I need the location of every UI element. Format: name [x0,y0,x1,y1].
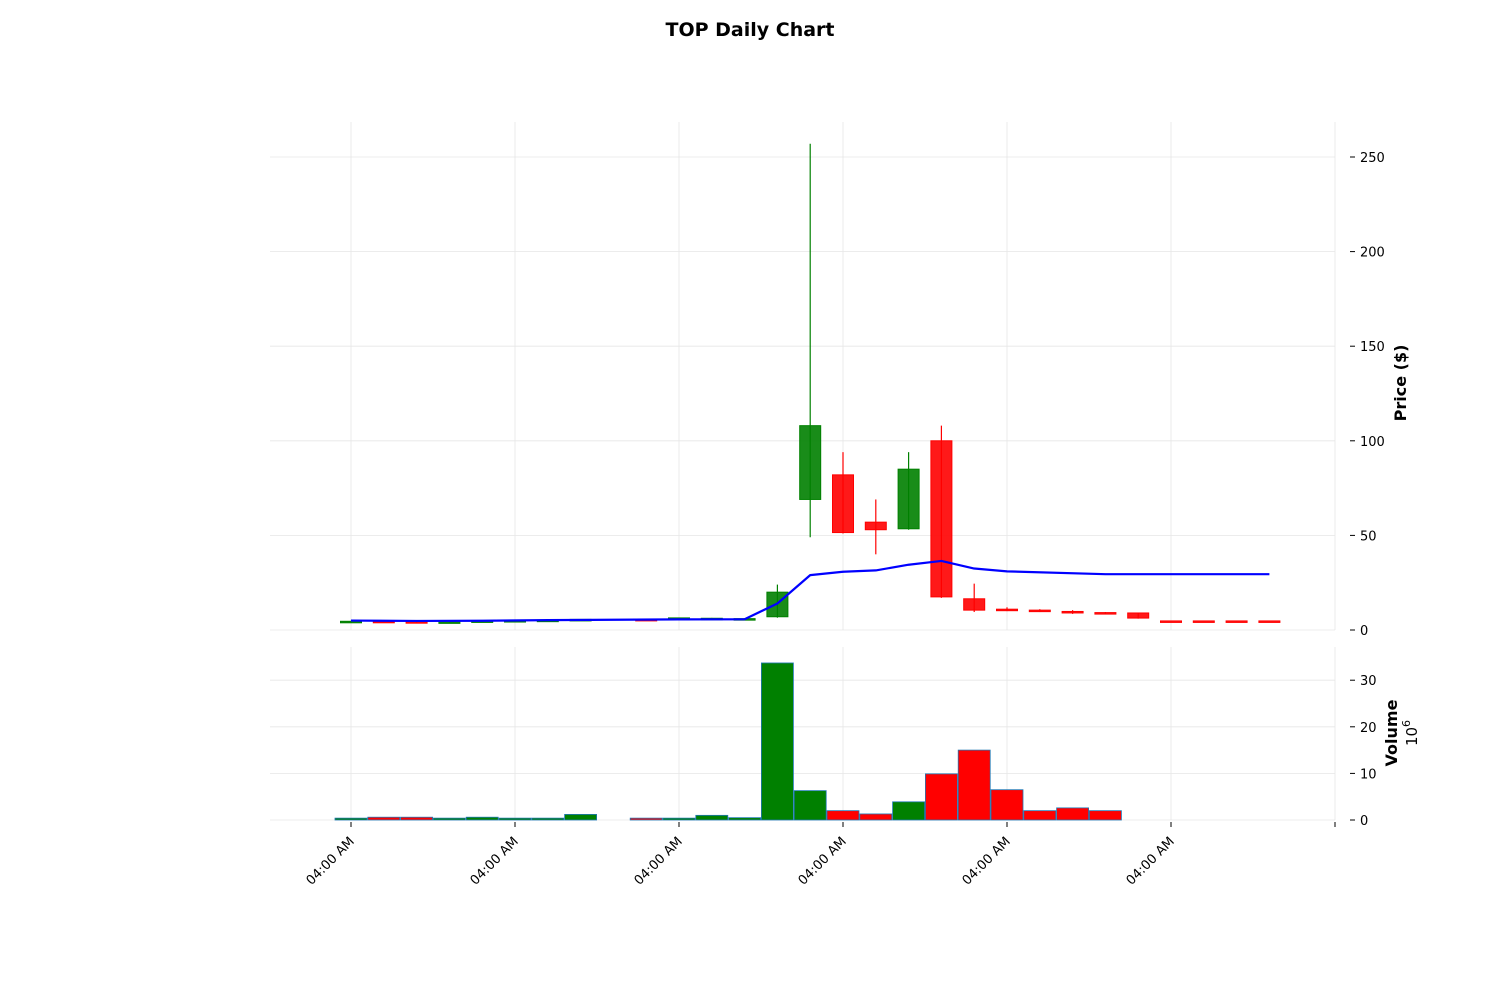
candle-body [1094,612,1117,615]
volume-bar [793,790,827,821]
x-axis: 04:00 AM 04:00 AM 04:00 AM 04:00 AM 04:00 AM… [304,822,1336,888]
candle [1127,612,1150,619]
volume-bar [367,816,401,821]
x-tick-label: 04:00 AM [468,834,522,888]
candle-body [1160,620,1182,623]
candle-body [438,621,461,624]
price-axis-label: Price ($) [1391,345,1410,422]
candle-body [1258,620,1281,623]
volume-bar [925,773,958,821]
candle [1028,609,1051,613]
candle-body [799,425,822,500]
price-axis: 0 50 100 150 200 250 [1350,151,1385,639]
candle [897,452,920,530]
candle-body [1225,620,1248,623]
x-tick-label: 04:00 AM [1124,834,1178,888]
volume-bar [465,816,499,821]
candle [1160,620,1182,623]
candle-body [1028,609,1051,613]
candle-body [930,440,953,598]
volume-tick-label: 20 [1360,721,1377,736]
candle-body [1127,612,1150,619]
candle [1258,620,1281,623]
volume-bar [761,662,794,821]
volume-bar [1056,807,1089,821]
candle [832,452,854,534]
candlesticks [340,143,1281,624]
candle-body [832,474,854,534]
candle-body [897,468,920,530]
volume-bar [990,789,1024,821]
volume-bar [432,817,466,821]
moving-average-line [350,559,1270,623]
volume-bar [662,817,696,821]
candle [930,425,953,598]
candle [1225,620,1248,623]
candle [996,607,1018,612]
volume-bar [531,817,565,821]
price-tick-label: 0 [1360,624,1368,639]
price-tick-label: 100 [1360,435,1385,450]
candle [1094,612,1117,615]
volume-bar [859,813,893,821]
candle [963,583,986,613]
x-tick-label: 04:00 AM [796,834,850,888]
volume-bar [1023,810,1057,821]
candle [1192,620,1215,623]
candle [1061,610,1084,614]
chart-title: TOP Daily Chart [665,19,834,41]
candle [766,584,789,618]
volume-bar [892,801,925,821]
volume-bar [728,817,761,821]
volume-axis: 0 10 20 30 [1350,674,1377,829]
candle-body [996,608,1018,612]
volume-bar [564,814,597,821]
volume-bar [957,749,991,821]
candle [864,499,887,555]
volume-bars [334,662,1122,821]
volume-tick-label: 0 [1360,814,1368,829]
price-tick-label: 150 [1360,340,1385,355]
price-tick-label: 50 [1360,529,1377,544]
price-tick-label: 200 [1360,246,1385,261]
price-tick-label: 250 [1360,151,1385,166]
volume-bar [1089,810,1122,821]
price-grid [270,122,1336,631]
volume-bar [695,814,729,821]
volume-multiplier-exponent: 6 [1400,720,1413,727]
volume-bar [498,817,532,821]
volume-bar [826,810,860,821]
candle-body [1061,610,1084,614]
volume-multiplier: 106 [1400,720,1421,746]
candle [799,143,822,538]
x-tick-label: 04:00 AM [960,834,1014,888]
volume-bar [334,817,368,821]
x-tick-label: 04:00 AM [632,834,686,888]
volume-tick-label: 10 [1360,767,1377,782]
x-tick-label: 04:00 AM [304,834,358,888]
volume-tick-label: 30 [1360,674,1377,689]
volume-bar [400,816,434,821]
candle-body [963,598,986,611]
volume-bar [629,817,663,821]
candle-body [1192,620,1215,623]
volume-axis-label: Volume [1382,699,1401,766]
volume-multiplier-base: 10 [1403,727,1421,746]
candle-body [864,521,887,531]
